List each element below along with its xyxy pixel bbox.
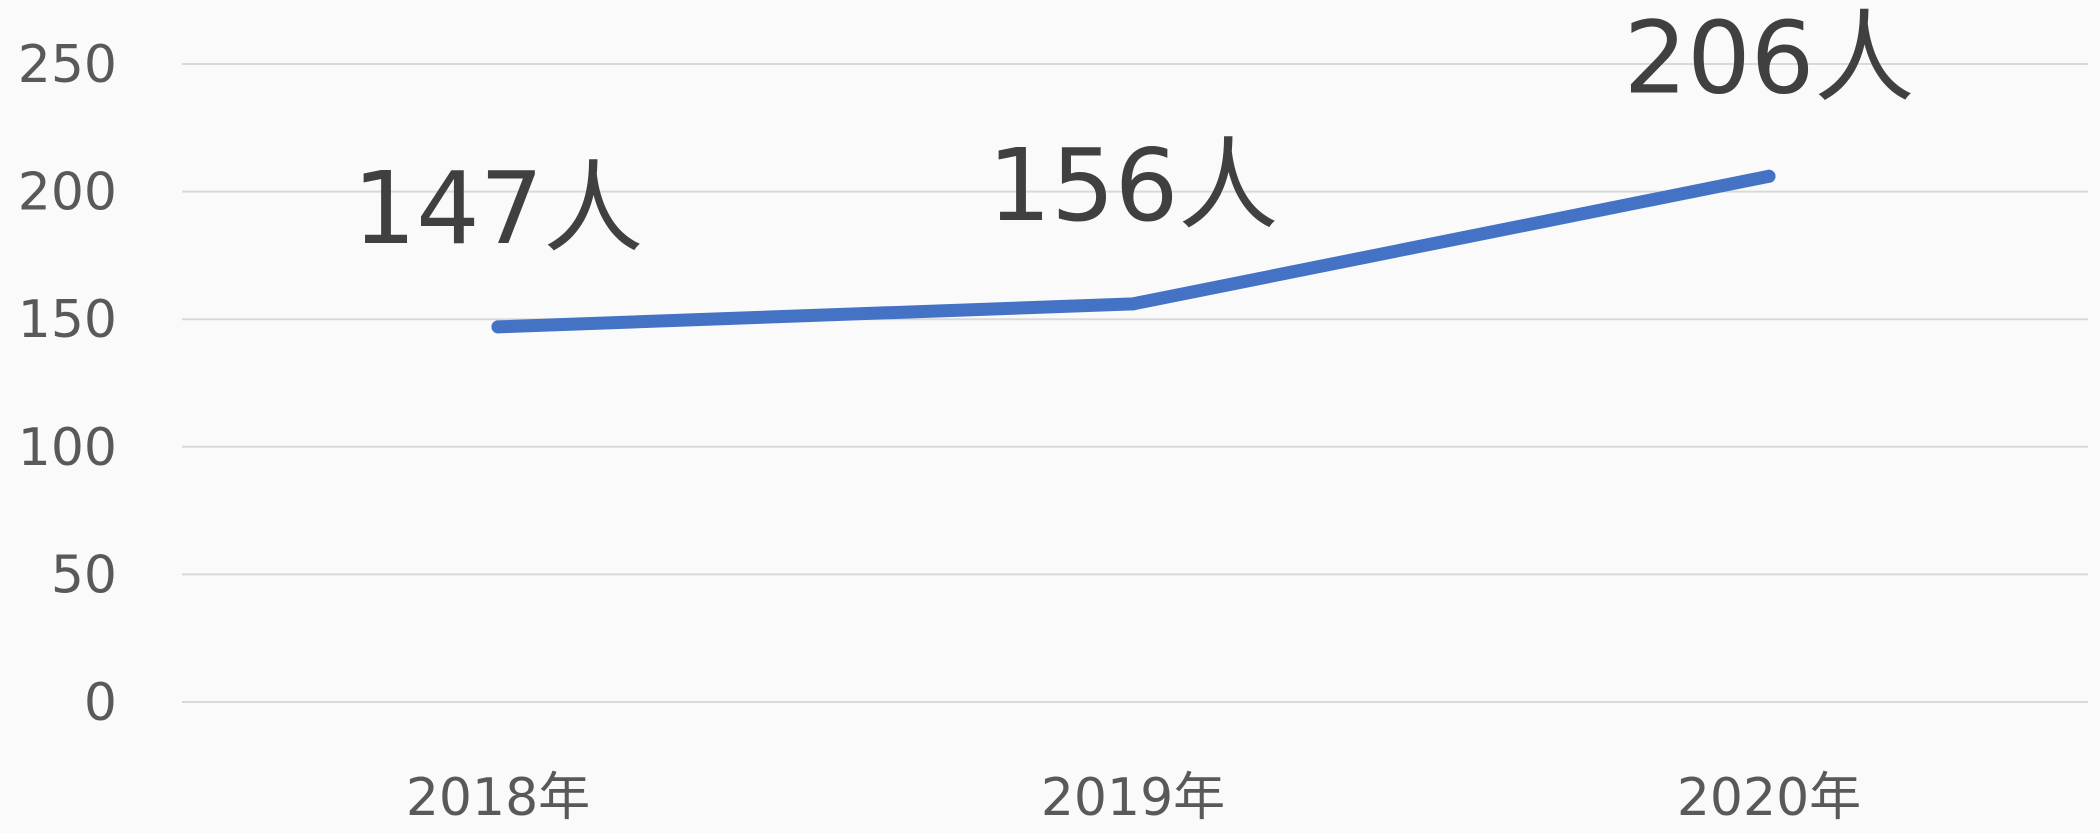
x-tick-label: 2019年	[1041, 768, 1225, 828]
gridlines	[182, 63, 2088, 703]
series-layer	[491, 169, 1776, 334]
y-tick-label: 50	[51, 545, 117, 605]
data-label: 147人	[353, 150, 644, 267]
y-tick-label: 150	[18, 290, 117, 350]
y-tick-label: 0	[84, 673, 117, 733]
x-tick-label: 2018年	[406, 768, 590, 828]
data-point	[1762, 169, 1776, 183]
x-tick-label: 2020年	[1677, 768, 1861, 828]
y-axis: 0 50 100 150 200 250	[18, 35, 117, 733]
y-tick-label: 100	[18, 418, 117, 478]
y-tick-label: 250	[18, 35, 117, 95]
data-label: 206人	[1624, 0, 1915, 116]
x-axis: 2018年 2019年 2020年	[406, 768, 1861, 828]
data-label: 156人	[988, 127, 1279, 244]
data-point	[1126, 297, 1140, 311]
y-tick-label: 200	[18, 163, 117, 223]
data-labels: 147人 156人 206人	[353, 0, 1915, 267]
data-point	[491, 320, 505, 334]
